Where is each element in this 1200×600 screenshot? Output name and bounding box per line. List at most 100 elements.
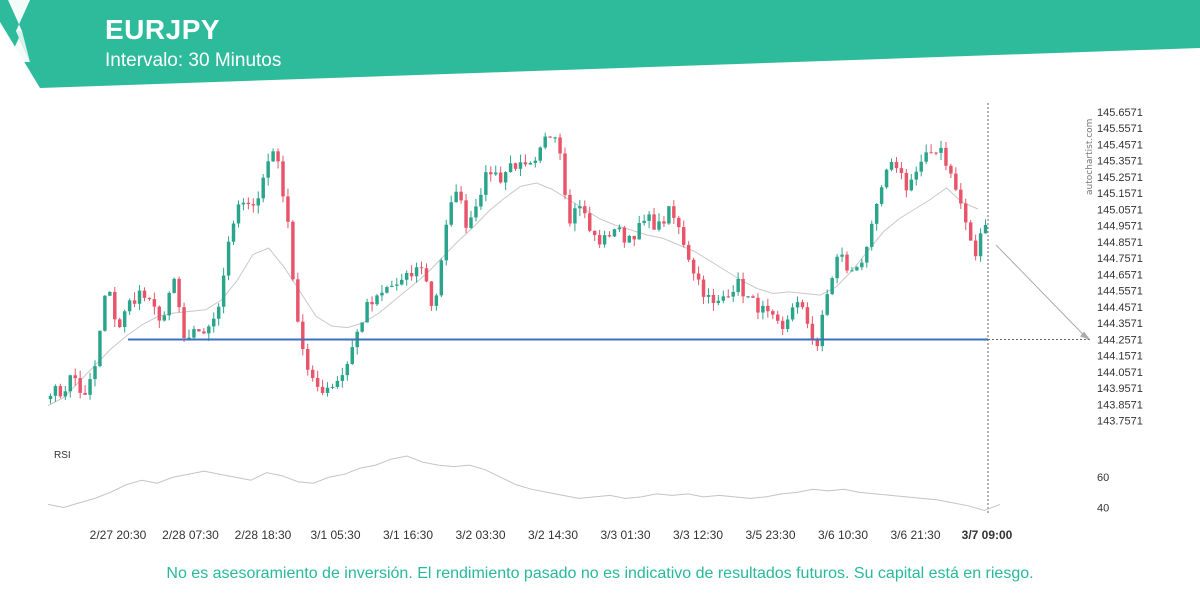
candle xyxy=(306,343,310,376)
candle xyxy=(395,277,399,291)
candle xyxy=(657,213,661,232)
candle xyxy=(761,300,765,320)
time-tick-label: 3/1 05:30 xyxy=(310,528,360,542)
candle xyxy=(810,316,815,345)
candle xyxy=(400,273,404,286)
candle xyxy=(419,261,424,275)
price-tick-label: 143.8571 xyxy=(1097,399,1143,411)
candle xyxy=(588,206,592,233)
candle xyxy=(296,272,300,323)
candle xyxy=(825,289,829,317)
candle xyxy=(182,302,186,342)
price-tick-label: 145.5571 xyxy=(1097,123,1143,135)
candle xyxy=(409,265,414,281)
candle xyxy=(716,295,721,306)
candle xyxy=(736,272,740,296)
candle xyxy=(964,198,968,231)
candle xyxy=(78,370,82,399)
candle xyxy=(632,235,636,247)
candle xyxy=(167,291,171,321)
candle xyxy=(271,148,275,162)
candle xyxy=(424,263,429,283)
candle xyxy=(513,162,518,171)
candle xyxy=(58,383,63,399)
candle xyxy=(766,298,770,318)
candle xyxy=(241,198,246,211)
interval-subtitle: Intervalo: 30 Minutos xyxy=(105,50,282,71)
candle xyxy=(909,174,914,192)
candle xyxy=(231,220,236,246)
candle xyxy=(212,312,216,333)
candle xyxy=(691,257,696,281)
candle xyxy=(879,185,884,207)
autochartist-watermark: autochartist.com xyxy=(1085,119,1095,195)
candle xyxy=(484,165,488,202)
candle xyxy=(874,203,879,231)
candle xyxy=(983,219,988,234)
candle xyxy=(434,293,439,311)
candle xyxy=(256,191,260,214)
candle xyxy=(122,309,127,333)
candle xyxy=(968,219,973,241)
candle xyxy=(677,215,681,235)
projection-arrow xyxy=(995,244,1090,340)
autochartist-logo-icon xyxy=(8,0,30,62)
candle xyxy=(701,275,706,304)
candle xyxy=(904,169,909,198)
price-tick-label: 144.5571 xyxy=(1097,286,1143,298)
candle xyxy=(261,174,265,203)
candle xyxy=(152,292,157,315)
candle xyxy=(686,241,691,263)
candle xyxy=(558,133,562,161)
time-tick-label: 3/6 10:30 xyxy=(818,528,868,542)
candle xyxy=(459,186,463,204)
time-tick-label: 3/5 23:30 xyxy=(745,528,795,542)
candle xyxy=(103,295,107,332)
candle xyxy=(68,374,72,398)
candle xyxy=(865,246,869,268)
price-tick-label: 145.6571 xyxy=(1097,107,1143,119)
candle xyxy=(340,367,345,388)
candle xyxy=(617,224,622,233)
header-banner: EURJPY Intervalo: 30 Minutos xyxy=(0,0,1200,90)
candle xyxy=(800,299,805,310)
candle xyxy=(404,270,409,286)
candle xyxy=(93,360,97,387)
candle xyxy=(197,329,201,332)
candle xyxy=(820,310,824,352)
candle xyxy=(894,157,899,173)
candle xyxy=(137,285,142,311)
candle xyxy=(597,229,602,248)
candle xyxy=(741,272,745,304)
candle xyxy=(944,141,948,171)
candle xyxy=(370,296,374,312)
candle xyxy=(855,265,859,271)
candle xyxy=(850,267,854,272)
time-tick-label: 2/28 18:30 xyxy=(235,528,292,542)
candle xyxy=(444,219,448,266)
current-time-label: 3/7 09:00 xyxy=(962,528,1013,542)
candle xyxy=(494,165,498,176)
candle xyxy=(246,197,251,210)
time-tick-label: 3/1 16:30 xyxy=(383,528,433,542)
candle xyxy=(390,280,394,288)
price-tick-label: 144.7571 xyxy=(1097,253,1143,265)
rsi-tick-label: 60 xyxy=(1097,472,1109,484)
candle xyxy=(573,203,577,232)
candle xyxy=(489,166,493,182)
candle xyxy=(286,188,290,229)
candle xyxy=(637,215,641,240)
price-tick-label: 144.4571 xyxy=(1097,302,1143,314)
price-tick-label: 144.8571 xyxy=(1097,237,1143,249)
time-tick-label: 2/28 07:30 xyxy=(162,528,219,542)
candle xyxy=(157,305,162,329)
candle xyxy=(385,285,389,294)
candle xyxy=(934,151,938,156)
candle xyxy=(538,146,542,164)
candle xyxy=(187,329,191,339)
candle xyxy=(563,147,567,200)
candle xyxy=(276,148,280,169)
time-tick-label: 2/27 20:30 xyxy=(90,528,147,542)
disclaimer-text: No es asesoramiento de inversión. El ren… xyxy=(166,565,1034,582)
candle xyxy=(627,234,632,243)
